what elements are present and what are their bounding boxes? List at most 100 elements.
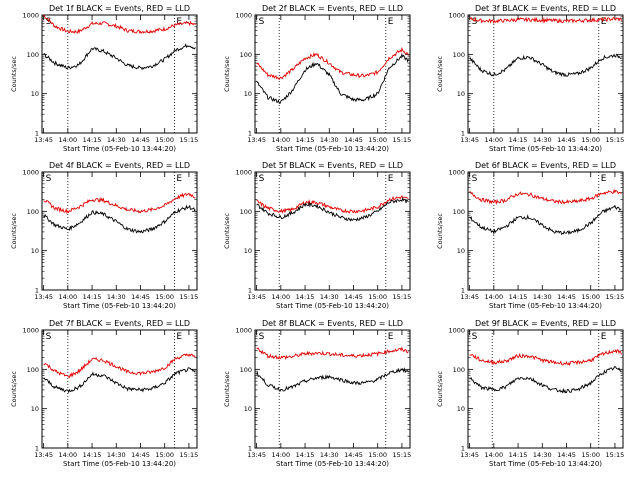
x-axis-label: Start Time (05-Feb-10 13:44:20)	[63, 460, 176, 468]
y-axis-label: Counts/sec	[10, 371, 18, 407]
x-tick-label: 15:00	[155, 293, 174, 301]
events-series-line	[43, 43, 196, 71]
events-series-line	[43, 204, 196, 234]
y-tick-label: 100	[453, 208, 465, 216]
x-tick-label: 15:00	[581, 136, 600, 144]
x-axis-label: Start Time (05-Feb-10 13:44:20)	[63, 145, 176, 153]
interval-marker: S	[472, 174, 478, 184]
y-tick-label: 1000	[448, 327, 465, 335]
x-tick-label: 14:30	[107, 451, 126, 459]
interval-marker: E	[176, 332, 182, 342]
y-tick-label: 1000	[235, 169, 252, 177]
x-tick-label: 14:00	[271, 293, 290, 301]
x-tick-label: 14:00	[271, 451, 290, 459]
x-tick-label: 15:15	[393, 136, 412, 144]
x-tick-label: 14:15	[296, 293, 315, 301]
lld-series-line	[469, 16, 622, 25]
y-tick-label: 1	[461, 130, 465, 138]
y-tick-label: 1	[35, 287, 39, 295]
y-tick-label: 100	[27, 208, 39, 216]
x-tick-label: 15:15	[180, 451, 199, 459]
interval-marker: E	[176, 174, 182, 184]
y-tick-label: 100	[240, 208, 252, 216]
y-tick-label: 10	[244, 90, 252, 98]
x-tick-label: 15:00	[581, 293, 600, 301]
events-series-line	[469, 365, 622, 394]
x-tick-label: 15:00	[155, 451, 174, 459]
plot-frame	[467, 171, 624, 291]
interval-marker: S	[46, 332, 52, 342]
plot-frame	[254, 14, 411, 134]
interval-marker: E	[601, 17, 607, 27]
chart-panel: Det 9f BLACK = Events, RED = LLD 1 10 100 10…	[436, 319, 624, 468]
x-tick-label: 14:45	[344, 136, 363, 144]
y-tick-label: 10	[31, 405, 39, 413]
lld-series-line	[43, 14, 196, 35]
y-axis-label: Counts/sec	[223, 213, 231, 249]
x-tick-label: 14:45	[557, 136, 576, 144]
x-tick-label: 14:30	[533, 451, 552, 459]
chart-panel: Det 5f BLACK = Events, RED = LLD 1 10 100 10…	[223, 161, 411, 310]
events-series-line	[469, 204, 622, 236]
events-series-line	[256, 196, 409, 222]
x-tick-label: 14:00	[58, 136, 77, 144]
plot-frame	[254, 329, 411, 449]
x-tick-label: 13:45	[247, 451, 266, 459]
x-tick-label: 14:30	[320, 451, 339, 459]
y-tick-label: 1000	[22, 12, 39, 20]
chart-title: Det 9f BLACK = Events, RED = LLD	[475, 319, 616, 328]
chart-panel: Det 6f BLACK = Events, RED = LLD 1 10 100 10…	[436, 161, 624, 310]
x-tick-label: 15:15	[180, 136, 199, 144]
x-tick-label: 14:30	[107, 293, 126, 301]
plot-frame	[41, 14, 198, 134]
x-tick-label: 14:45	[131, 451, 150, 459]
y-tick-label: 10	[457, 90, 465, 98]
y-tick-label: 1000	[235, 327, 252, 335]
lld-series-line	[256, 46, 409, 81]
y-tick-label: 10	[31, 247, 39, 255]
chart-title: Det 7f BLACK = Events, RED = LLD	[49, 319, 190, 328]
x-tick-label: 14:15	[296, 451, 315, 459]
x-tick-label: 13:45	[34, 136, 53, 144]
y-tick-label: 1	[461, 445, 465, 453]
x-tick-label: 14:00	[271, 136, 290, 144]
y-axis-label: Counts/sec	[10, 56, 18, 92]
x-tick-label: 14:45	[131, 293, 150, 301]
lld-series-line	[256, 195, 409, 214]
x-tick-label: 14:45	[557, 451, 576, 459]
chart-panel: Det 8f BLACK = Events, RED = LLD 1 10 100 10…	[223, 319, 411, 468]
chart-title: Det 8f BLACK = Events, RED = LLD	[262, 319, 403, 328]
interval-marker: S	[46, 174, 52, 184]
x-axis-label: Start Time (05-Feb-10 13:44:20)	[489, 145, 602, 153]
x-tick-label: 14:30	[533, 136, 552, 144]
interval-marker: S	[259, 332, 265, 342]
x-tick-label: 14:15	[83, 451, 102, 459]
interval-marker: S	[259, 17, 265, 27]
y-tick-label: 1	[248, 445, 252, 453]
y-tick-label: 100	[453, 51, 465, 59]
chart-title: Det 1f BLACK = Events, RED = LLD	[49, 4, 190, 13]
x-tick-label: 14:00	[484, 136, 503, 144]
x-axis-label: Start Time (05-Feb-10 13:44:20)	[489, 460, 602, 468]
x-tick-label: 14:45	[557, 293, 576, 301]
x-axis-label: Start Time (05-Feb-10 13:44:20)	[276, 302, 389, 310]
x-axis-label: Start Time (05-Feb-10 13:44:20)	[276, 145, 389, 153]
y-tick-label: 1000	[235, 12, 252, 20]
events-series-line	[43, 367, 196, 394]
y-tick-label: 10	[31, 90, 39, 98]
y-axis-label: Counts/sec	[223, 56, 231, 92]
y-tick-label: 10	[457, 247, 465, 255]
x-tick-label: 15:00	[581, 451, 600, 459]
interval-marker: S	[472, 332, 478, 342]
chart-panel: Det 7f BLACK = Events, RED = LLD 1 10 100 10…	[10, 319, 198, 468]
y-tick-label: 1	[248, 130, 252, 138]
y-axis-label: Counts/sec	[223, 371, 231, 407]
x-tick-label: 15:15	[393, 451, 412, 459]
x-tick-label: 15:00	[155, 136, 174, 144]
x-tick-label: 15:15	[606, 451, 625, 459]
y-tick-label: 100	[240, 366, 252, 374]
x-tick-label: 14:45	[344, 451, 363, 459]
x-tick-label: 14:15	[509, 451, 528, 459]
y-tick-label: 10	[244, 405, 252, 413]
x-tick-label: 14:00	[484, 451, 503, 459]
